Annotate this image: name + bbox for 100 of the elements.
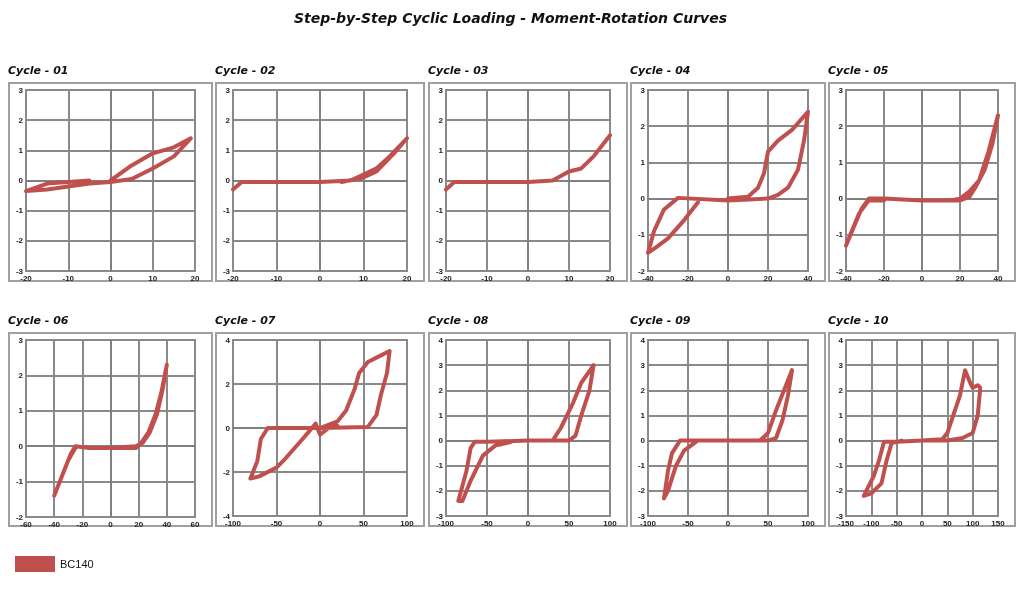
y-tick-label: -2 (222, 467, 231, 477)
y-tick-label: -1 (835, 230, 844, 240)
line-series (444, 133, 612, 192)
y-tick-label: -2 (435, 486, 444, 496)
x-tick-label: 0 (919, 518, 925, 528)
y-tick-label: 2 (640, 121, 646, 131)
y-tick-label: 0 (438, 436, 444, 446)
y-tick-label: -4 (222, 511, 231, 521)
y-tick-label: 0 (18, 176, 24, 185)
x-tick-label: 20 (190, 273, 200, 283)
x-tick-label: -20 (76, 519, 89, 529)
y-tick-label: -3 (835, 511, 844, 521)
y-tick-label: 2 (438, 115, 444, 125)
x-tick-label: 20 (763, 273, 773, 283)
chart-title: Cycle - 03 (428, 64, 489, 77)
y-tick-label: -1 (435, 206, 444, 216)
chart-title: Cycle - 10 (828, 314, 889, 327)
chart-title: Cycle - 01 (8, 64, 69, 77)
x-tick-label: -10 (62, 273, 75, 283)
y-tick-label: 0 (838, 194, 844, 204)
chart-title: Cycle - 07 (215, 314, 276, 327)
x-tick-label: 0 (317, 518, 323, 528)
x-tick-label: 150 (991, 518, 1006, 528)
y-tick-label: -3 (222, 266, 231, 276)
x-tick-label: -20 (440, 273, 453, 283)
y-tick-label: -3 (637, 511, 646, 521)
x-tick-label: 20 (955, 273, 965, 283)
x-tick-label: -10 (270, 273, 283, 283)
y-tick-label: 0 (18, 441, 24, 451)
x-tick-label: 40 (993, 273, 1003, 283)
y-tick-label: -1 (637, 230, 646, 240)
y-tick-label: -1 (222, 206, 231, 216)
x-tick-label: -20 (878, 273, 891, 283)
x-tick-label: -10 (481, 273, 494, 283)
x-tick-label: -100 (224, 518, 242, 528)
y-tick-label: 1 (838, 410, 844, 420)
y-tick-label: 4 (838, 335, 844, 345)
x-tick-label: 100 (400, 518, 415, 528)
y-tick-label: -2 (637, 266, 646, 276)
y-tick-label: -2 (835, 266, 844, 276)
x-tick-label: 0 (525, 273, 531, 283)
y-tick-label: 3 (838, 85, 844, 95)
y-tick-label: 2 (18, 370, 24, 380)
line-series (231, 136, 409, 192)
y-tick-label: 0 (838, 436, 844, 446)
x-tick-label: -40 (642, 273, 655, 283)
y-tick-label: 3 (18, 335, 24, 345)
line-series (24, 136, 193, 194)
x-tick-label: -50 (481, 518, 494, 528)
y-tick-label: 1 (640, 157, 646, 167)
x-tick-label: -40 (840, 273, 853, 283)
line-series (844, 113, 1000, 248)
x-tick-label: 20 (402, 273, 412, 283)
y-tick-label: 3 (18, 85, 24, 95)
x-tick-label: 10 (148, 273, 158, 283)
chart-title: Cycle - 06 (8, 314, 69, 327)
y-tick-label: 1 (18, 145, 24, 155)
y-tick-label: -1 (15, 206, 24, 216)
y-tick-label: -3 (435, 266, 444, 276)
y-tick-label: 3 (640, 360, 646, 370)
y-tick-label: -2 (435, 236, 444, 246)
chart-title: Cycle - 04 (630, 64, 691, 77)
x-tick-label: -50 (890, 518, 903, 528)
y-tick-label: -2 (222, 236, 231, 246)
y-tick-label: 2 (838, 385, 844, 395)
y-tick-label: 2 (225, 115, 231, 125)
x-tick-label: -60 (20, 519, 33, 529)
y-tick-label: -2 (15, 236, 24, 246)
y-tick-label: 2 (838, 121, 844, 131)
x-tick-label: 0 (919, 273, 925, 283)
x-tick-label: -100 (863, 518, 880, 528)
x-tick-label: 60 (190, 519, 200, 529)
y-tick-label: 1 (438, 145, 444, 155)
y-tick-label: -1 (435, 461, 444, 471)
x-tick-label: -50 (682, 518, 695, 528)
y-tick-label: 2 (225, 379, 231, 389)
x-tick-label: 40 (803, 273, 813, 283)
y-tick-label: 0 (225, 176, 231, 185)
y-tick-label: 3 (838, 360, 844, 370)
line-series (646, 109, 810, 255)
y-tick-label: -2 (15, 512, 24, 522)
y-tick-label: 0 (225, 423, 231, 433)
y-tick-label: 4 (438, 335, 444, 345)
x-tick-label: 0 (317, 273, 323, 283)
x-tick-label: 100 (965, 518, 980, 528)
line-series (456, 363, 596, 503)
x-tick-label: 50 (359, 518, 369, 528)
x-tick-label: 20 (605, 273, 615, 283)
y-tick-label: 0 (640, 194, 646, 204)
x-tick-label: -40 (48, 519, 61, 529)
y-tick-label: 3 (225, 85, 231, 95)
y-tick-label: 0 (640, 436, 646, 446)
legend-label: BC140 (60, 558, 94, 570)
y-tick-label: -1 (835, 461, 844, 471)
y-tick-label: 1 (438, 410, 444, 420)
x-tick-label: 50 (763, 518, 773, 528)
x-tick-label: 10 (564, 273, 574, 283)
x-tick-label: 20 (134, 519, 144, 529)
y-tick-label: 4 (225, 335, 231, 345)
y-tick-label: 2 (18, 115, 24, 125)
